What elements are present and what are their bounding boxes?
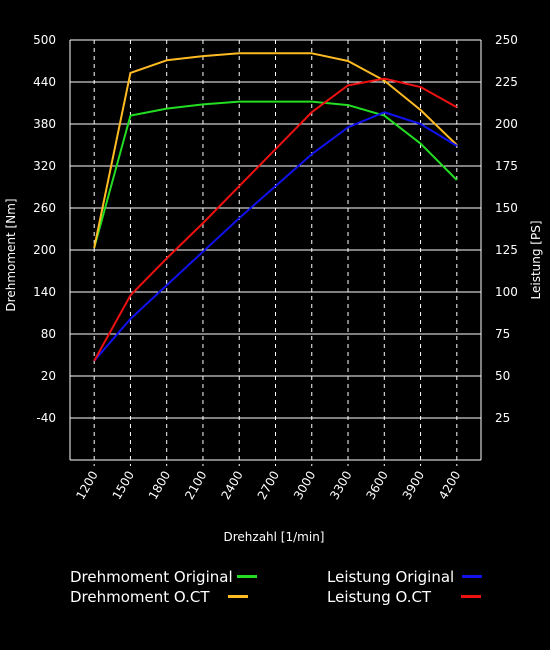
left-y-tick-label: 80 <box>41 327 56 341</box>
right-y-axis-title: Leistung [PS] <box>529 220 543 299</box>
left-y-tick-label: 320 <box>33 159 56 173</box>
series-line-leistung-o-ct <box>93 77 458 362</box>
series-line-drehmoment-original <box>93 100 458 249</box>
left-y-axis-title: Drehmoment [Nm] <box>4 198 18 311</box>
legend-swatch <box>461 595 482 598</box>
x-tick-label: 2700 <box>255 469 282 502</box>
legend-swatch <box>227 595 248 598</box>
right-y-tick-label: 250 <box>495 33 518 47</box>
left-y-tick-label: 440 <box>33 75 56 89</box>
x-tick-label: 3300 <box>327 469 354 502</box>
legend-label: Drehmoment Original <box>70 568 233 586</box>
x-tick-label: 3600 <box>363 469 390 502</box>
right-y-tick-label: 75 <box>495 327 510 341</box>
legend-label: Leistung O.CT <box>327 588 432 606</box>
grid <box>70 39 481 466</box>
x-tick-label: 1200 <box>73 469 100 502</box>
legend-item-drehmoment-oct: Drehmoment O.CT <box>70 587 248 607</box>
legend-swatch <box>236 575 257 578</box>
left-y-tick-label: -40 <box>36 411 56 425</box>
right-y-tick-label: 125 <box>495 243 518 257</box>
left-y-tick-label: 20 <box>41 369 56 383</box>
x-tick-label: 1800 <box>146 469 173 502</box>
legend-item-drehmoment-original: Drehmoment Original <box>70 567 257 587</box>
x-tick-label: 3900 <box>400 469 427 502</box>
legend-swatch <box>462 575 483 578</box>
right-y-tick-label: 200 <box>495 117 518 131</box>
right-y-tick-label: 225 <box>495 75 518 89</box>
left-y-tick-label: 500 <box>33 33 56 47</box>
x-tick-label: 2100 <box>182 469 209 502</box>
series-line-leistung-original <box>93 111 458 362</box>
x-tick-label: 4200 <box>436 469 463 502</box>
x-tick-label: 1500 <box>110 469 137 502</box>
right-y-tick-label: 25 <box>495 411 510 425</box>
legend-label: Drehmoment O.CT <box>70 588 210 606</box>
right-y-tick-label: 150 <box>495 201 518 215</box>
x-axis-title: Drehzahl [1/min] <box>224 530 325 544</box>
x-tick-label: 3000 <box>291 469 318 502</box>
series-lines <box>93 52 458 362</box>
legend-item-leistung-oct: Leistung O.CT <box>327 587 482 607</box>
left-y-tick-label: 260 <box>33 201 56 215</box>
left-y-tick-label: 380 <box>33 117 56 131</box>
axes <box>69 40 482 461</box>
legend-label: Leistung Original <box>327 568 455 586</box>
series-line-drehmoment-o-ct <box>93 52 458 249</box>
left-y-tick-label: 140 <box>33 285 56 299</box>
left-y-tick-label: 200 <box>33 243 56 257</box>
x-tick-label: 2400 <box>218 469 245 502</box>
right-y-tick-label: 100 <box>495 285 518 299</box>
right-y-tick-label: 175 <box>495 159 518 173</box>
right-y-tick-label: 50 <box>495 369 510 383</box>
legend-item-leistung-original: Leistung Original <box>327 567 483 587</box>
